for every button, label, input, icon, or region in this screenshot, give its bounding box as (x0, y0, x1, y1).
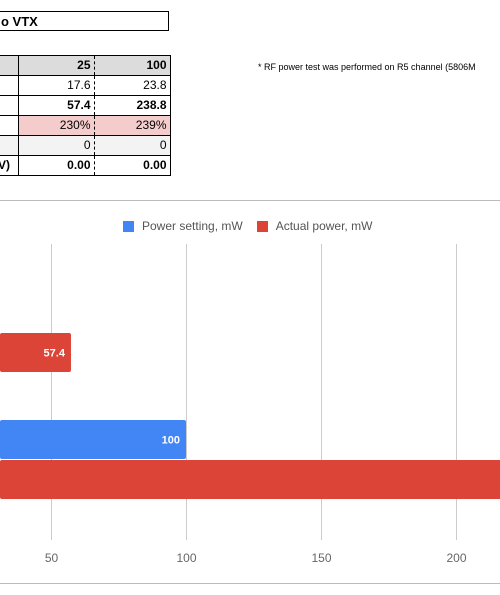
x-tick-label-100: 100 (176, 551, 196, 565)
x-tick-label-200: 200 (446, 551, 466, 565)
table-row: 230% 239% (0, 115, 171, 136)
bar-actual-25[interactable] (0, 333, 71, 372)
chart-legend: Power setting, mW Actual power, mW (123, 219, 386, 233)
legend-swatch-setting (123, 220, 134, 232)
data-label-setting-100: 100 (162, 435, 180, 447)
header-label-cell[interactable] (0, 55, 19, 76)
table-cell[interactable]: 0.00 (17, 155, 95, 176)
table-cell[interactable]: 238.8 (93, 95, 171, 116)
bar-actual-100[interactable] (0, 460, 500, 499)
table-row: 57.4 238.8 (0, 95, 171, 116)
table-cell[interactable]: 57.4 (17, 95, 95, 116)
table-cell[interactable]: 239% (93, 115, 171, 136)
table-row: V) 0.00 0.00 (0, 155, 171, 176)
table-cell[interactable]: 0 (17, 135, 95, 156)
legend-item-actual[interactable]: Actual power, mW (256, 219, 373, 233)
table-cell[interactable]: 0 (93, 135, 171, 156)
table-cell[interactable]: 23.8 (93, 75, 171, 96)
bar-setting-100[interactable] (0, 420, 186, 459)
row-label-cell[interactable] (0, 95, 19, 116)
legend-swatch-actual (256, 220, 268, 232)
table-cell[interactable]: 230% (17, 115, 95, 136)
results-table: 25 100 17.6 23.8 57.4 238.8 230% 239% 0 … (0, 55, 171, 176)
power-chart[interactable]: Power setting, mW Actual power, mW 50 100… (0, 200, 500, 595)
header-cell-25[interactable]: 25 (17, 55, 95, 76)
table-header-row: 25 100 (0, 55, 171, 76)
chart-plot: 50 100 150 200 57.4 100 (0, 200, 500, 584)
row-label-cell[interactable] (0, 75, 19, 96)
table-row: 17.6 23.8 (0, 75, 171, 96)
row-label-cell[interactable] (0, 135, 19, 156)
table-row: 0 0 (0, 135, 171, 156)
table-cell[interactable]: 0.00 (93, 155, 171, 176)
header-cell-100[interactable]: 100 (93, 55, 171, 76)
x-tick-label-150: 150 (311, 551, 331, 565)
legend-label-actual: Actual power, mW (275, 219, 373, 233)
data-label-actual-25: 57.4 (44, 348, 66, 360)
table-cell[interactable]: 17.6 (17, 75, 95, 96)
row-label-cell[interactable] (0, 115, 19, 136)
row-label-cell[interactable]: V) (0, 155, 19, 176)
legend-label-setting: Power setting, mW (142, 219, 243, 233)
sheet-title-cell[interactable]: o VTX (0, 11, 169, 31)
legend-item-setting[interactable]: Power setting, mW (123, 219, 243, 233)
x-tick-label-50: 50 (45, 551, 59, 565)
rf-test-note: * RF power test was performed on R5 chan… (258, 62, 476, 72)
